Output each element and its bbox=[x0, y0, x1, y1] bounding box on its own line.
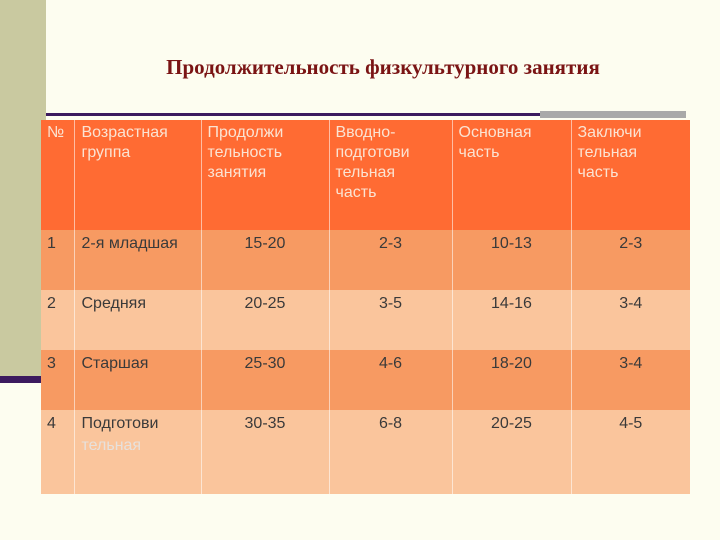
slide-title: Продолжительность физкультурного занятия bbox=[166, 55, 600, 79]
header-main: Основная часть bbox=[451, 120, 571, 230]
cell-final: 3-4 bbox=[570, 350, 690, 410]
table-row: 3 Старшая 25-30 4-6 18-20 3-4 bbox=[41, 350, 690, 410]
cell-main: 18-20 bbox=[451, 350, 571, 410]
cell-num: 1 bbox=[47, 235, 56, 252]
table-header-row: № Возрастная группа Продолжи тельность заня… bbox=[41, 120, 690, 230]
cell-main: 20-25 bbox=[451, 410, 571, 494]
cell-group: Средняя bbox=[73, 290, 201, 350]
cell-intro: 3-5 bbox=[328, 290, 452, 350]
cell-num: 2 bbox=[47, 295, 56, 312]
cell-final: 3-4 bbox=[570, 290, 690, 350]
cell-group: 2-я младшая bbox=[73, 230, 201, 290]
header-num: № bbox=[47, 124, 65, 141]
cell-group: Подготови тельная bbox=[73, 410, 201, 494]
sidebar-accent bbox=[0, 0, 46, 383]
cell-num: 4 bbox=[47, 415, 56, 432]
cell-duration: 30-35 bbox=[200, 410, 329, 494]
title-divider-accent bbox=[540, 111, 686, 118]
header-final: Заключи тельная часть bbox=[570, 120, 690, 230]
cell-main: 14-16 bbox=[451, 290, 571, 350]
header-duration: Продолжи тельность занятия bbox=[200, 120, 329, 230]
cell-final: 4-5 bbox=[570, 410, 690, 494]
sidebar-divider bbox=[0, 376, 46, 383]
cell-duration: 15-20 bbox=[200, 230, 329, 290]
table-row: 1 2-я младшая 15-20 2-3 10-13 2-3 bbox=[41, 230, 690, 290]
cell-group: Старшая bbox=[73, 350, 201, 410]
cell-duration: 25-30 bbox=[200, 350, 329, 410]
header-intro: Вводно-подготови тельная часть bbox=[328, 120, 452, 230]
cell-duration: 20-25 bbox=[200, 290, 329, 350]
cell-intro: 4-6 bbox=[328, 350, 452, 410]
duration-table: № Возрастная группа Продолжи тельность заня… bbox=[41, 120, 690, 494]
cell-intro: 6-8 bbox=[328, 410, 452, 494]
cell-num: 3 bbox=[47, 355, 56, 372]
table-row: 2 Средняя 20-25 3-5 14-16 3-4 bbox=[41, 290, 690, 350]
table-row: 4 Подготови тельная 30-35 6-8 20-25 4-5 bbox=[41, 410, 690, 494]
cell-intro: 2-3 bbox=[328, 230, 452, 290]
header-group: Возрастная группа bbox=[73, 120, 201, 230]
cell-main: 10-13 bbox=[451, 230, 571, 290]
cell-final: 2-3 bbox=[570, 230, 690, 290]
title-divider bbox=[46, 113, 540, 116]
